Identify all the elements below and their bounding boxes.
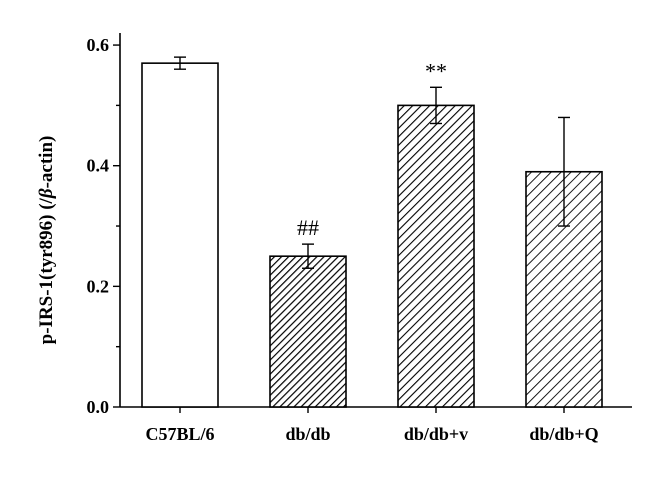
- y-axis-label-main: p-IRS-1(tyr896) (/: [36, 197, 57, 344]
- significance-marker: ##: [297, 215, 319, 240]
- y-axis-label-suffix: -actin): [36, 136, 57, 189]
- x-tick-label: db/db+Q: [529, 424, 598, 444]
- y-axis-label: p-IRS-1(tyr896) (/β-actin): [36, 136, 57, 345]
- y-tick-label: 0.4: [87, 156, 110, 176]
- x-tick-label: db/db+v: [404, 424, 468, 444]
- x-tick-label: C57BL/6: [145, 424, 214, 444]
- y-tick-label: 0.0: [87, 397, 110, 417]
- y-axis-label-symbol: β: [36, 188, 57, 199]
- error-bars: [174, 56, 570, 269]
- y-tick-label: 0.2: [87, 276, 110, 296]
- y-tick-label: 0.6: [87, 35, 110, 55]
- annotations: ## **: [297, 58, 447, 240]
- x-axis-labels: C57BL/6 db/db db/db+v db/db+Q: [145, 424, 598, 444]
- bars: [141, 62, 603, 408]
- significance-marker: **: [425, 58, 447, 83]
- bar-db-db-v: [397, 104, 475, 408]
- bar-db-db: [269, 255, 347, 408]
- x-tick-label: db/db: [285, 424, 330, 444]
- bar-c57bl-6: [141, 62, 219, 408]
